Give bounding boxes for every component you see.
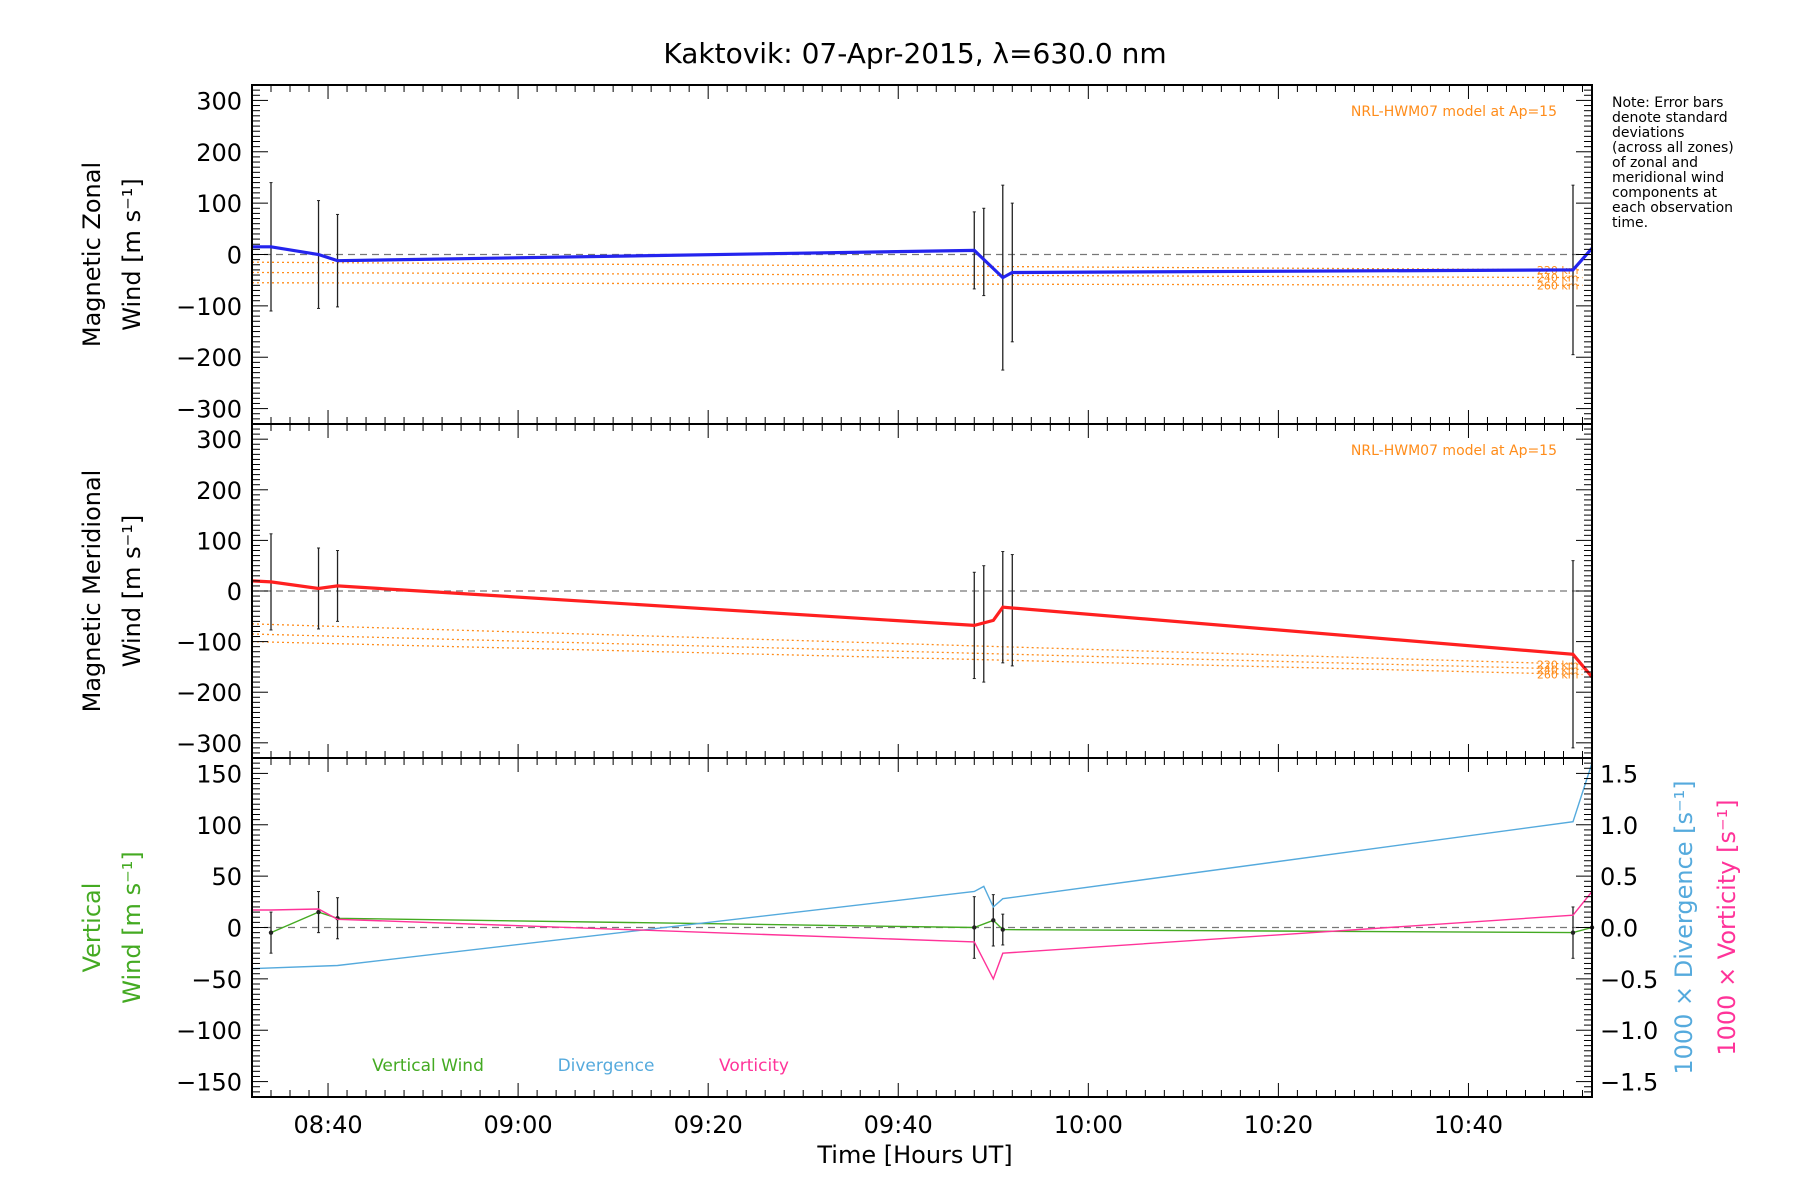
note-line: each observation	[1612, 200, 1733, 216]
y-tick-label: 100	[196, 812, 242, 840]
y-tick-label: −200	[176, 344, 242, 372]
model-line	[251, 640, 1583, 676]
y-axis-label: Magnetic Zonal	[78, 162, 106, 347]
model-line	[251, 261, 1583, 271]
y-tick-label: 150	[196, 760, 242, 788]
note-line: time.	[1612, 215, 1648, 231]
note-block: Note: Error bars denote standard deviati…	[1612, 95, 1734, 231]
y-tick-label: −100	[176, 629, 242, 657]
model-line	[251, 623, 1583, 666]
y-tick-label: 300	[196, 426, 242, 454]
figure-title: Kaktovik: 07-Apr-2015, λ=630.0 nm	[663, 37, 1166, 70]
vertical-wind-point	[316, 909, 321, 915]
model-line	[251, 633, 1583, 671]
plot-frame	[251, 84, 1593, 425]
vertical-wind-point	[991, 918, 996, 923]
y2-tick-label: −1.0	[1600, 1017, 1658, 1045]
y-axis-label: Vertical	[78, 883, 106, 973]
note-line: denote standard	[1612, 110, 1728, 126]
y2-axis-label-vorticity: 1000 × Vorticity [s⁻¹]	[1713, 799, 1741, 1055]
y2-tick-label: 0.5	[1600, 863, 1638, 891]
y-tick-label: −50	[191, 966, 242, 994]
vertical-wind-point	[1000, 927, 1005, 932]
vertical-wind-point	[972, 925, 977, 930]
y-tick-label: 0	[227, 242, 242, 270]
legend-entry: Vorticity	[719, 1056, 789, 1076]
y2-tick-label: 1.5	[1600, 760, 1638, 788]
note-line: meridional wind	[1612, 170, 1724, 186]
model-line	[251, 271, 1583, 279]
x-tick-label: 10:40	[1434, 1111, 1503, 1139]
y2-tick-label: 0.0	[1600, 915, 1638, 943]
meridional-series-line	[251, 579, 1594, 679]
y2-tick-label: −0.5	[1600, 966, 1658, 994]
y-tick-label: −100	[176, 293, 242, 321]
y-tick-label: −100	[176, 1017, 242, 1045]
y-axis-label: Wind [m s⁻¹]	[118, 515, 146, 667]
plot-frame	[251, 423, 1593, 759]
x-tick-label: 09:20	[674, 1111, 743, 1139]
x-axis-label: Time [Hours UT]	[816, 1141, 1012, 1169]
y-tick-label: 300	[196, 87, 242, 115]
y-tick-label: −300	[176, 730, 242, 758]
vertical-series-line	[270, 911, 1593, 934]
y-axis-label: Magnetic Meridional	[78, 470, 106, 713]
y-axis-label: Wind [m s⁻¹]	[118, 851, 146, 1003]
y-tick-label: 100	[196, 527, 242, 555]
x-tick-label: 09:00	[484, 1111, 553, 1139]
y-tick-label: 0	[227, 915, 242, 943]
chart-panel-3: 150 100 50 0 −50 −100 −150 1.5 1.0 0.5 0.0 −0.5 −1.0…	[78, 757, 1741, 1098]
note-line: deviations	[1612, 125, 1684, 141]
y-axis-label: Wind [m s⁻¹]	[118, 178, 146, 330]
note-line: of zonal and	[1612, 155, 1698, 171]
vertical-wind-point	[268, 930, 274, 935]
model-line-label: 260 km	[1537, 279, 1579, 292]
y-tick-label: 200	[196, 477, 242, 505]
x-tick-label: 08:40	[293, 1111, 362, 1139]
model-line	[251, 282, 1583, 286]
model-line-label: 260 km	[1537, 669, 1579, 682]
vorticity-series-line	[252, 891, 1593, 981]
y-tick-label: 0	[227, 578, 242, 606]
x-tick-label: 09:40	[864, 1111, 933, 1139]
note-line: (across all zones)	[1612, 140, 1734, 156]
y-tick-label: 100	[196, 190, 242, 218]
zonal-series-line	[252, 245, 1594, 280]
y-tick-label: 50	[211, 863, 242, 891]
note-line: components at	[1612, 185, 1718, 201]
note-line: Note: Error bars	[1612, 95, 1723, 111]
y2-axis-label-divergence: 1000 × Divergence [s⁻¹]	[1670, 780, 1698, 1074]
model-line-label: 240 km	[1537, 272, 1579, 285]
vertical-wind-point	[1570, 930, 1576, 935]
divergence-series-line	[251, 762, 1593, 970]
y2-tick-label: 1.0	[1600, 812, 1638, 840]
y-tick-label: −150	[176, 1069, 242, 1097]
x-tick-label: 10:20	[1244, 1111, 1313, 1139]
y-tick-label: 200	[196, 139, 242, 167]
x-tick-label: 10:00	[1054, 1111, 1123, 1139]
y2-tick-label: −1.5	[1600, 1069, 1658, 1097]
legend-entry: Divergence	[558, 1056, 655, 1076]
y-tick-label: −200	[176, 679, 242, 707]
model-caption: NRL-HWM07 model at Ap=15	[1351, 104, 1557, 120]
model-caption: NRL-HWM07 model at Ap=15	[1351, 443, 1557, 459]
legend-entry: Vertical Wind	[372, 1056, 484, 1076]
y-tick-label: −300	[176, 396, 242, 424]
